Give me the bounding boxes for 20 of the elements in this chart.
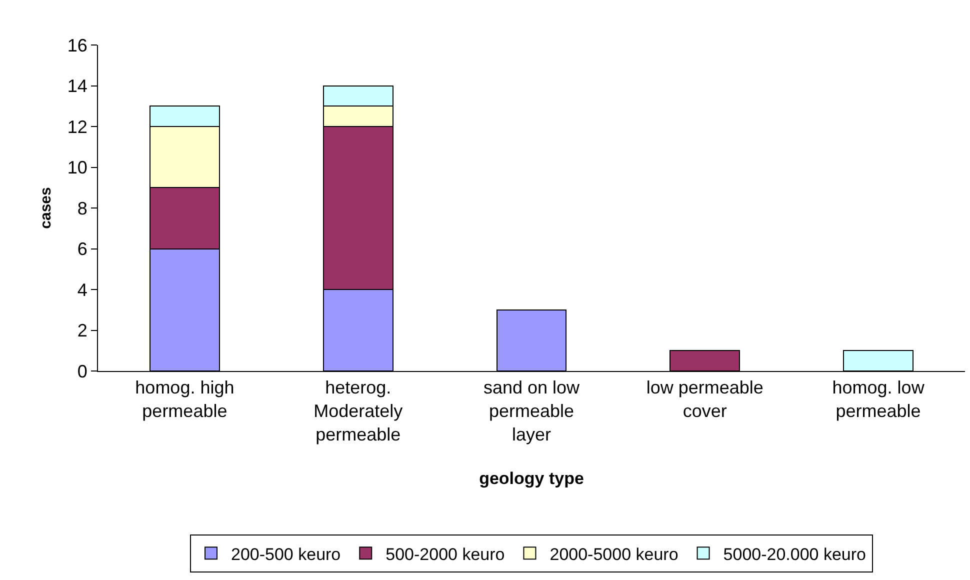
- y-tick-label: 16: [67, 35, 88, 56]
- legend-label: 500-2000 keuro: [386, 544, 505, 564]
- y-tick-label: 14: [67, 76, 88, 96]
- y-tick-label: 4: [77, 280, 88, 300]
- y-tick-label: 10: [67, 158, 88, 178]
- x-tick-label: homog. low permeable: [832, 378, 926, 421]
- x-axis-title: geology type: [479, 468, 584, 488]
- y-axis-title: cases: [38, 187, 55, 229]
- x-tick-label: sand on low permeable layer: [483, 378, 581, 444]
- legend-label: 200-500 keuro: [231, 544, 341, 564]
- y-tick-label: 8: [77, 198, 88, 218]
- x-tick-label: heterog. Moderately permeable: [314, 378, 403, 444]
- x-tick-label: low permeable cover: [646, 378, 764, 421]
- y-tick-label: 6: [77, 239, 88, 260]
- legend-label: 2000-5000 keuro: [550, 544, 678, 564]
- y-tick-label: 2: [77, 320, 88, 341]
- x-tick-label: homog. high permeable: [135, 378, 234, 421]
- y-tick-label: 12: [67, 116, 88, 137]
- y-tick-label: 0: [77, 361, 88, 382]
- legend-label: 5000-20.000 keuro: [723, 544, 866, 564]
